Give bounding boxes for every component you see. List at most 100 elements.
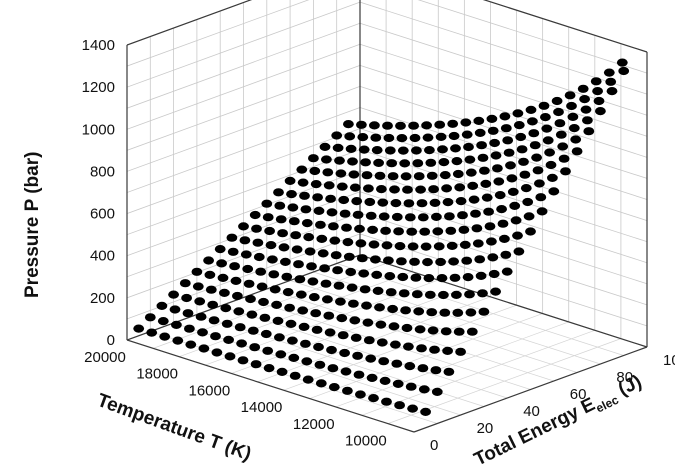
data-point — [426, 308, 438, 317]
data-point — [310, 180, 322, 189]
data-point — [348, 170, 360, 179]
data-point — [462, 273, 474, 282]
data-point — [422, 258, 433, 267]
data-point — [246, 310, 258, 319]
data-point — [382, 121, 393, 130]
data-point — [363, 336, 375, 345]
data-point — [570, 135, 582, 144]
data-point — [431, 387, 443, 396]
data-point — [239, 236, 251, 245]
data-point — [452, 308, 464, 317]
z-axis-label: Pressure P (bar) — [22, 152, 43, 298]
data-point — [408, 121, 419, 130]
y-tick-label: 100 — [663, 352, 675, 369]
data-point — [413, 172, 425, 181]
data-point — [500, 250, 512, 259]
data-point — [494, 191, 506, 200]
data-point — [192, 282, 204, 291]
data-point — [473, 116, 485, 125]
data-point — [307, 277, 319, 286]
data-point — [590, 77, 602, 86]
data-point — [301, 357, 313, 366]
data-point — [184, 324, 195, 333]
data-point — [429, 198, 441, 207]
data-point — [399, 159, 411, 168]
data-point — [465, 308, 477, 317]
data-point — [502, 136, 514, 145]
data-point — [273, 188, 284, 197]
data-point — [259, 313, 271, 322]
data-point — [374, 303, 385, 312]
data-point — [232, 291, 243, 301]
data-point — [560, 167, 571, 176]
gridline — [152, 263, 387, 349]
data-point — [541, 124, 553, 133]
data-point — [289, 371, 301, 380]
data-point — [497, 219, 509, 228]
gridline — [417, 0, 648, 74]
data-point — [466, 327, 478, 336]
data-point — [405, 382, 417, 391]
data-point — [501, 267, 513, 276]
data-point — [430, 366, 442, 375]
data-point — [321, 155, 332, 164]
data-point — [446, 241, 458, 250]
data-point — [319, 142, 331, 151]
gridline — [359, 1, 648, 95]
data-point — [237, 356, 249, 365]
data-point — [353, 370, 365, 379]
data-point — [455, 347, 466, 356]
data-point — [322, 168, 334, 177]
data-point — [402, 185, 413, 194]
data-point — [216, 259, 228, 268]
data-point — [480, 179, 492, 188]
data-point — [340, 367, 352, 376]
data-point — [343, 120, 354, 129]
data-point — [326, 345, 337, 355]
data-point — [467, 181, 479, 190]
data-point — [490, 287, 501, 296]
data-point — [342, 386, 353, 395]
data-point — [348, 299, 359, 308]
data-point — [490, 151, 502, 160]
data-point — [362, 318, 374, 327]
data-point — [275, 350, 287, 359]
data-point — [499, 112, 511, 121]
data-point — [515, 132, 527, 142]
data-point — [413, 307, 425, 316]
data-point — [455, 197, 467, 206]
data-point — [459, 240, 471, 249]
data-point — [603, 68, 615, 77]
data-point — [291, 245, 303, 254]
data-point — [435, 257, 446, 267]
data-point — [516, 145, 528, 154]
data-point — [453, 327, 465, 336]
data-point — [317, 249, 329, 258]
data-point — [388, 322, 400, 331]
data-point — [211, 348, 223, 357]
data-point — [571, 147, 583, 156]
data-point — [198, 344, 210, 353]
data-point — [194, 297, 206, 306]
data-point — [355, 390, 366, 399]
z-tick-label: 0 — [107, 332, 115, 349]
data-point — [345, 267, 357, 277]
gridline — [309, 313, 543, 399]
data-point — [373, 158, 384, 167]
data-point — [582, 116, 593, 125]
data-point — [169, 305, 181, 314]
data-point — [451, 157, 463, 166]
data-point — [306, 262, 317, 271]
data-point — [551, 96, 563, 106]
data-point — [442, 198, 454, 207]
data-point — [272, 316, 284, 325]
data-point — [477, 289, 488, 298]
data-point — [618, 66, 630, 76]
data-point — [267, 255, 278, 264]
data-point — [403, 199, 415, 208]
data-point — [368, 394, 379, 403]
data-point — [271, 300, 282, 309]
data-point — [133, 324, 145, 333]
data-point — [364, 197, 376, 207]
data-point — [262, 346, 274, 355]
